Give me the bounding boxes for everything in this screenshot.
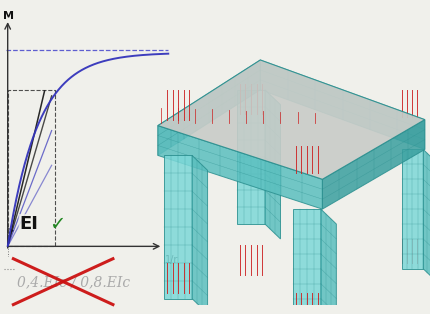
Text: M: M: [3, 12, 14, 21]
Polygon shape: [322, 120, 424, 209]
Polygon shape: [157, 60, 424, 179]
Polygon shape: [164, 155, 192, 299]
Polygon shape: [264, 90, 280, 239]
Polygon shape: [157, 60, 260, 155]
Text: ✓: ✓: [49, 215, 65, 234]
Polygon shape: [260, 60, 424, 149]
Polygon shape: [237, 90, 264, 224]
Polygon shape: [401, 149, 422, 269]
Polygon shape: [192, 155, 207, 313]
Text: EI: EI: [19, 215, 38, 233]
Polygon shape: [292, 209, 320, 314]
Text: 0,4.EIc / 0,8.EIc: 0,4.EIc / 0,8.EIc: [17, 276, 130, 290]
Text: 1/r: 1/r: [165, 255, 178, 265]
Polygon shape: [320, 209, 335, 314]
Polygon shape: [422, 149, 430, 281]
Polygon shape: [157, 126, 322, 209]
